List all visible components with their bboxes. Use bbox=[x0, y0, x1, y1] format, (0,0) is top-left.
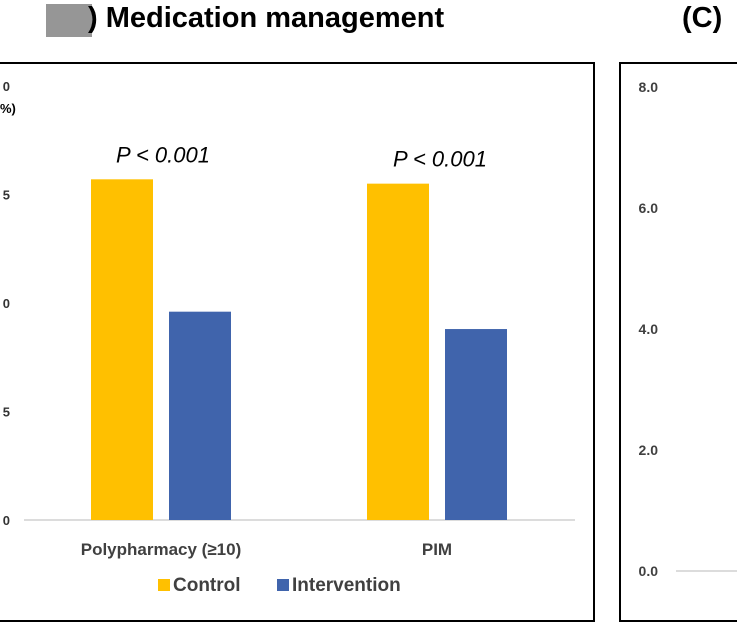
panel-c-label: (C) bbox=[682, 2, 723, 34]
p-value-annotation: P < 0.001 bbox=[116, 142, 210, 167]
heading-mask bbox=[46, 4, 92, 37]
bar-intervention-1 bbox=[169, 311, 231, 520]
y-axis-label: %) bbox=[0, 101, 16, 116]
x-tick-label: Polypharmacy (≥10) bbox=[81, 540, 242, 559]
legend-label-intervention: Intervention bbox=[292, 575, 401, 596]
legend-label-control: Control bbox=[173, 575, 241, 596]
panel-c-y-tick-label: 8.0 bbox=[639, 79, 659, 95]
y-tick-label: 5 bbox=[3, 405, 10, 420]
bar-intervention-2 bbox=[445, 329, 507, 520]
panel-c-y-tick-label: 6.0 bbox=[639, 200, 659, 216]
bar-control-2 bbox=[367, 183, 429, 520]
legend-swatch-control bbox=[158, 579, 170, 591]
y-tick-label: 0 bbox=[3, 296, 10, 311]
y-tick-label: 5 bbox=[3, 188, 10, 203]
y-tick-label: 0 bbox=[3, 79, 10, 94]
p-value-annotation: P < 0.001 bbox=[393, 147, 487, 172]
figure-title: ) Medication management bbox=[88, 2, 445, 34]
panel-c-y-tick-label: 2.0 bbox=[639, 442, 659, 458]
legend-swatch-intervention bbox=[277, 579, 289, 591]
panel-c-y-tick-label: 0.0 bbox=[639, 563, 659, 579]
y-tick-label: 0 bbox=[3, 513, 10, 528]
panel-c-y-tick-label: 4.0 bbox=[639, 321, 659, 337]
bar-control-1 bbox=[91, 179, 153, 520]
x-tick-label: PIM bbox=[422, 540, 452, 559]
